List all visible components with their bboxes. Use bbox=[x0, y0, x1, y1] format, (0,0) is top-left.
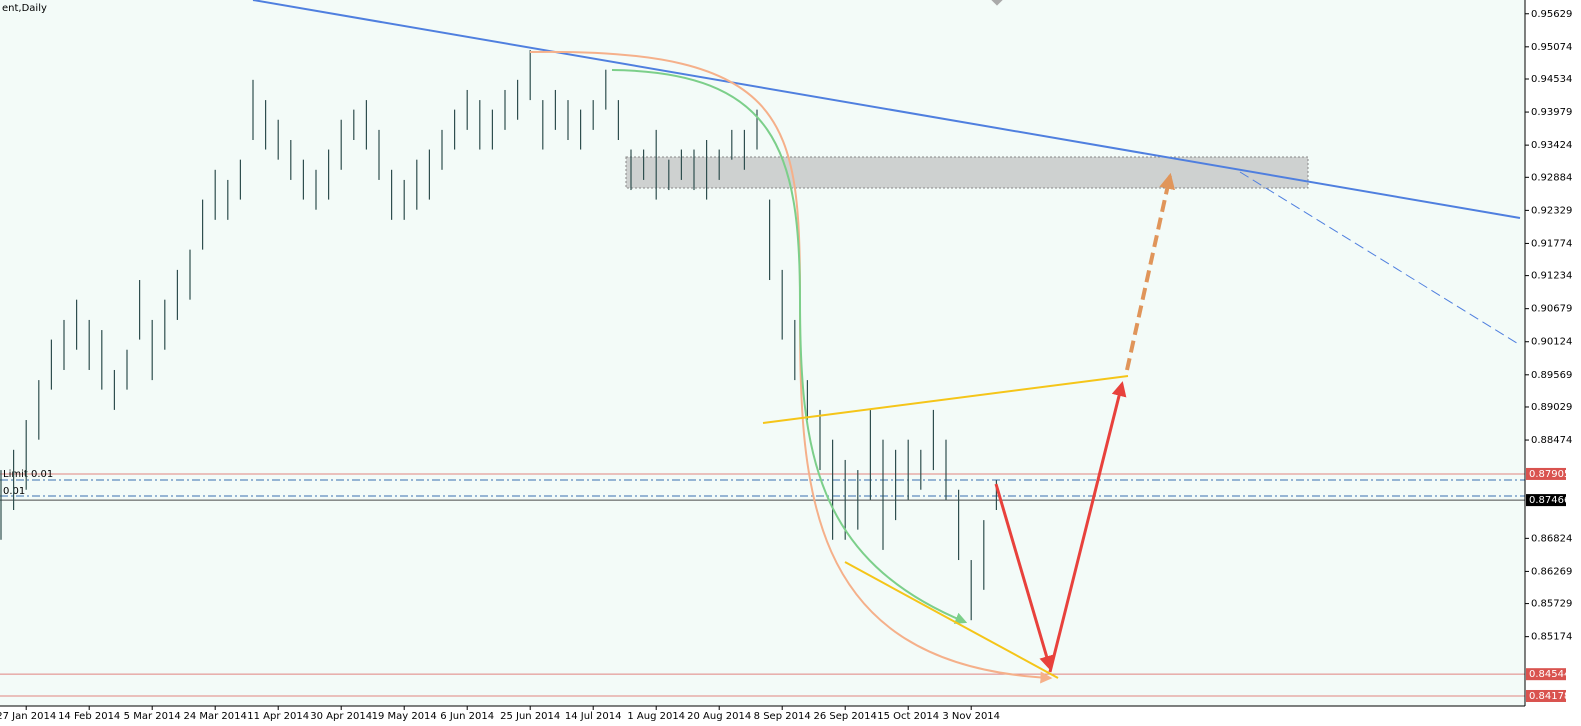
y-tick-label: 0.95074 bbox=[1531, 42, 1572, 53]
y-tick-label: 0.91234 bbox=[1531, 271, 1572, 282]
x-tick-label: 25 Jun 2014 bbox=[500, 711, 560, 722]
y-tick-label: 0.95629 bbox=[1531, 9, 1572, 20]
support-line bbox=[844, 561, 1059, 679]
y-tick-label: 0.86824 bbox=[1531, 533, 1572, 544]
y-tick-label: 0.85174 bbox=[1531, 632, 1572, 643]
price-label-box bbox=[1526, 467, 1566, 480]
arrow bbox=[994, 483, 1054, 671]
y-tick-label: 0.92884 bbox=[1531, 172, 1572, 183]
x-tick-label: 19 May 2014 bbox=[372, 711, 437, 722]
price-label: 0.84178 bbox=[1529, 691, 1570, 702]
y-tick-label: 0.86269 bbox=[1531, 566, 1572, 577]
price-label: 0.87466 bbox=[1529, 495, 1570, 506]
y-tick-label: 0.90124 bbox=[1531, 337, 1572, 348]
trend-line bbox=[252, 0, 1521, 219]
x-tick-label: 1 Aug 2014 bbox=[627, 711, 685, 722]
y-tick-label: 0.89569 bbox=[1531, 370, 1572, 381]
annotation: Limit 0.01 bbox=[3, 469, 53, 480]
x-tick-label: 14 Feb 2014 bbox=[58, 711, 120, 722]
price-label: 0.87905 bbox=[1529, 469, 1570, 480]
x-tick-label: 15 Oct 2014 bbox=[877, 711, 939, 722]
curve bbox=[611, 69, 968, 624]
price-label-box bbox=[1526, 494, 1566, 507]
y-tick-label: 0.89029 bbox=[1531, 402, 1572, 413]
trend-line-projection bbox=[1239, 171, 1521, 346]
price-label-box bbox=[1526, 689, 1566, 702]
x-tick-label: 5 Mar 2014 bbox=[124, 711, 181, 722]
x-tick-label: 11 Apr 2014 bbox=[247, 711, 309, 722]
chart-title: ent,Daily bbox=[2, 3, 47, 14]
x-tick-label: 8 Sep 2014 bbox=[754, 711, 811, 722]
x-tick-label: 3 Nov 2014 bbox=[942, 711, 1000, 722]
x-tick-label: 26 Sep 2014 bbox=[814, 711, 877, 722]
price-label-box bbox=[1526, 668, 1566, 681]
y-tick-label: 0.85729 bbox=[1531, 599, 1572, 610]
y-tick-label: 0.92329 bbox=[1531, 205, 1572, 216]
y-tick-label: 0.91774 bbox=[1531, 238, 1572, 249]
x-tick-label: 24 Mar 2014 bbox=[183, 711, 246, 722]
neckline bbox=[762, 375, 1129, 424]
y-tick-label: 0.93979 bbox=[1531, 107, 1572, 118]
x-tick-label: 30 Apr 2014 bbox=[310, 711, 372, 722]
x-tick-label: 14 Jul 2014 bbox=[565, 711, 622, 722]
y-tick-label: 0.90679 bbox=[1531, 304, 1572, 315]
y-tick-label: 0.93424 bbox=[1531, 140, 1572, 151]
x-tick-label: 20 Aug 2014 bbox=[687, 711, 751, 722]
x-tick-label: 6 Jun 2014 bbox=[440, 711, 494, 722]
arrow bbox=[1048, 381, 1127, 673]
y-tick-label: 0.94534 bbox=[1531, 74, 1572, 85]
y-tick-label: 0.88474 bbox=[1531, 435, 1572, 446]
price-label: 0.84544 bbox=[1529, 669, 1570, 680]
plot-area bbox=[0, 0, 1525, 706]
arrow bbox=[1125, 172, 1176, 371]
x-tick-label: 27 Jan 2014 bbox=[0, 711, 56, 722]
resistance-zone bbox=[625, 156, 1309, 189]
